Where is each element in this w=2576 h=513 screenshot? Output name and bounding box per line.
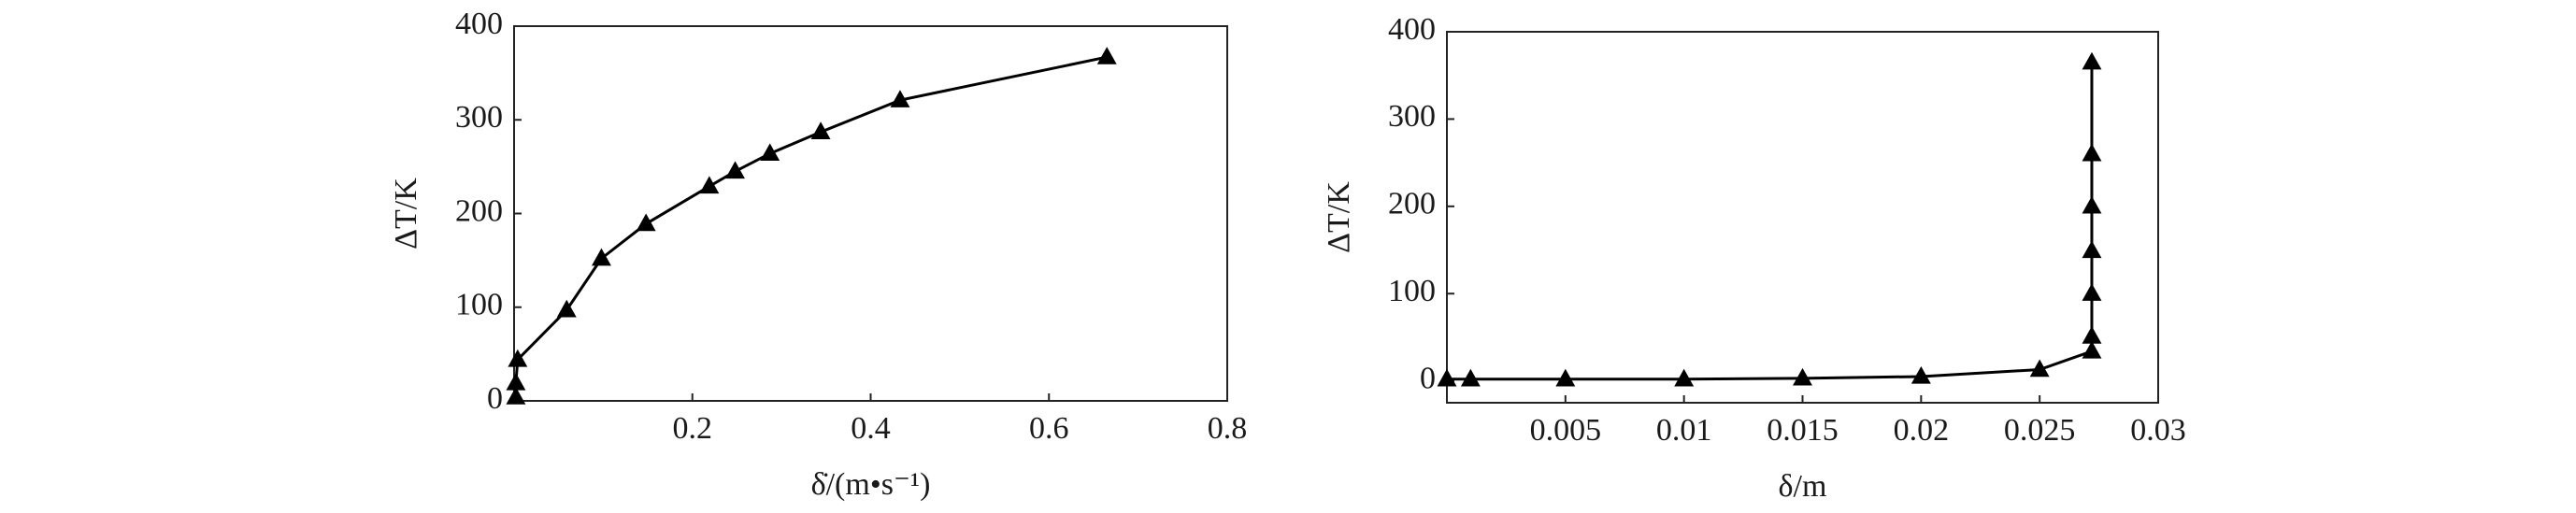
data-marker	[1555, 368, 1576, 387]
data-marker	[2082, 143, 2102, 162]
x-tick-label: 0.025	[2004, 413, 2076, 448]
data-marker	[1437, 368, 1457, 387]
data-marker	[508, 349, 528, 367]
data-marker	[760, 143, 780, 162]
x-tick-label: 0.03	[2130, 413, 2186, 448]
x-tick-label: 0.6	[1029, 411, 1069, 446]
data-marker	[556, 299, 577, 318]
y-tick-label: 100	[455, 288, 503, 322]
y-tick-label: 200	[455, 193, 503, 228]
data-marker	[1674, 368, 1695, 387]
data-marker	[1096, 47, 1117, 64]
plot-frame	[1446, 31, 2159, 404]
x-tick-label: 0.2	[673, 411, 713, 446]
data-marker	[506, 372, 526, 391]
y-axis-label: ΔT/K	[389, 178, 423, 249]
data-marker	[1460, 368, 1481, 387]
data-marker	[2082, 195, 2102, 214]
data-marker	[2082, 240, 2102, 259]
y-tick-label: 300	[455, 100, 503, 135]
data-line	[514, 55, 1108, 397]
data-marker	[810, 121, 831, 139]
x-tick-label: 0.01	[1656, 413, 1712, 448]
y-tick-label: 400	[1388, 12, 1436, 47]
x-axis-label: δ̇/(m•s⁻¹)	[811, 467, 931, 502]
data-marker	[2082, 326, 2102, 344]
x-tick-label: 0.02	[1894, 413, 1950, 448]
data-marker	[592, 248, 611, 266]
data-marker	[1793, 367, 1812, 386]
x-tick-label: 0.005	[1530, 413, 1602, 448]
data-marker	[890, 90, 910, 107]
x-tick-label: 0.015	[1767, 413, 1839, 448]
y-axis-label: ΔT/K	[1322, 181, 1356, 253]
data-marker	[2082, 340, 2102, 359]
x-tick-label: 0.4	[851, 411, 891, 446]
data-marker	[636, 213, 656, 232]
plot-frame	[513, 25, 1228, 402]
y-tick-label: 300	[1388, 99, 1436, 134]
data-marker	[725, 161, 745, 179]
data-marker	[2029, 359, 2050, 378]
y-tick-label: 0	[1420, 361, 1436, 395]
x-axis-label: δ/m	[1779, 469, 1827, 504]
data-marker	[1911, 365, 1931, 384]
data-marker	[506, 386, 526, 405]
y-tick-label: 100	[1388, 274, 1436, 308]
data-marker	[2082, 283, 2102, 301]
y-tick-label: 0	[487, 381, 503, 416]
x-tick-label: 0.8	[1208, 411, 1248, 446]
data-marker	[2082, 51, 2102, 70]
y-tick-label: 400	[455, 7, 503, 41]
y-tick-label: 200	[1388, 187, 1436, 221]
data-line	[1447, 62, 2094, 381]
data-marker	[699, 176, 720, 194]
